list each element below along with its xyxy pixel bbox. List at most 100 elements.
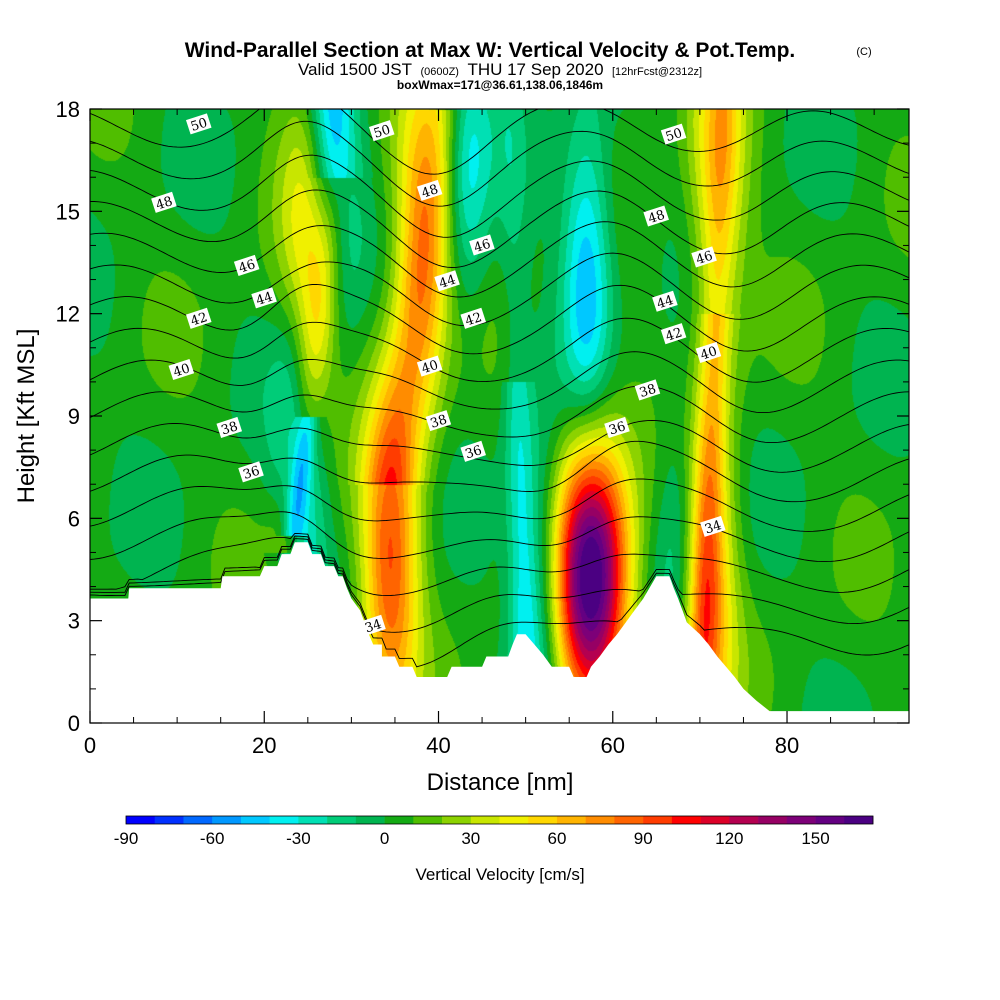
theta-label-box: [185, 307, 212, 329]
theta-contour: [90, 511, 909, 563]
colorbar-swatch: [585, 816, 615, 824]
colorbar-swatch: [528, 816, 558, 824]
y-axis-title: Height [Kft MSL]: [13, 329, 40, 504]
theta-contour: [90, 317, 909, 383]
colorbar-tick-label: -90: [114, 829, 139, 848]
terrain-mask: [90, 542, 909, 723]
theta-label: 48: [646, 208, 666, 227]
theta-label: 40: [420, 358, 440, 377]
theta-contour: [90, 252, 909, 327]
theta-label: 44: [655, 293, 675, 312]
colorbar-tick-label: 90: [634, 829, 653, 848]
theta-label-box: [168, 358, 195, 381]
theta-label-box: [460, 440, 486, 462]
colorbar-swatch: [499, 816, 529, 824]
x-tick-label: 0: [84, 733, 96, 758]
theta-label: 46: [472, 237, 492, 256]
theta-label: 40: [699, 344, 719, 363]
x-tick-label: 40: [426, 733, 450, 758]
theta-label-box: [695, 341, 722, 363]
colorbar-swatch: [729, 816, 759, 824]
colorbar-swatch: [556, 816, 586, 824]
theta-label-box: [425, 410, 452, 432]
colorbar-swatch: [700, 816, 730, 824]
y-tick-label: 12: [56, 302, 80, 327]
colorbar-swatch: [413, 816, 443, 824]
theta-label-box: [469, 234, 495, 256]
colorbar-swatch: [269, 816, 299, 824]
theta-contour: [90, 440, 909, 503]
theta-label: 40: [172, 361, 192, 380]
colorbar-tick-label: -60: [200, 829, 225, 848]
x-tick-label: 80: [775, 733, 799, 758]
theta-label: 36: [463, 443, 483, 462]
colorbar-swatch: [298, 816, 328, 824]
theta-label: 34: [363, 617, 383, 636]
colorbar-swatch: [758, 816, 788, 824]
theta-label-box: [416, 179, 443, 201]
theta-label: 46: [237, 257, 257, 276]
theta-contour: [90, 535, 909, 633]
theta-label: 42: [463, 310, 483, 329]
y-tick-label: 0: [68, 711, 80, 736]
theta-contour: [90, 154, 909, 238]
colorbar-swatch: [786, 816, 816, 824]
colorbar-swatch: [355, 816, 385, 824]
x-tick-label: 20: [252, 733, 276, 758]
theta-label-box: [368, 120, 395, 142]
theta-label-box: [238, 461, 264, 483]
theta-contour: [90, 189, 909, 268]
colorbar-swatch: [327, 816, 357, 824]
theta-label-box: [185, 113, 212, 135]
theta-label-box: [660, 323, 687, 345]
terrain-shape: [90, 542, 909, 723]
copyright-mark: (C): [856, 46, 871, 58]
y-tick-label: 9: [68, 404, 80, 429]
x-tick-label: 60: [601, 733, 625, 758]
colorbar-title: Vertical Velocity [cm/s]: [415, 865, 584, 884]
contour-labels: 50 50 50 48 48 48 46 46 46 44 44 44 42 42 42 40 40 40 38 38…: [151, 113, 726, 636]
colorbar-swatch: [183, 816, 213, 824]
theta-label-box: [216, 416, 243, 438]
theta-contour: [90, 538, 909, 668]
colorbar-frame: [125, 815, 874, 825]
theta-contour: [90, 120, 909, 207]
theta-label-box: [434, 270, 460, 292]
colorbar-tick-label: 0: [380, 829, 389, 848]
chart-subtitle: Valid 1500 JST (0600Z) THU 17 Sep 2020 […: [298, 60, 702, 79]
theta-label: 44: [437, 273, 457, 292]
theta-label: 50: [189, 116, 209, 135]
theta-label: 50: [664, 126, 684, 145]
colorbar-tick-label: 30: [461, 829, 480, 848]
theta-contour: [90, 478, 909, 532]
theta-label-box: [151, 191, 177, 213]
theta-label-box: [634, 379, 661, 401]
theta-contour: [90, 351, 909, 414]
forecast-info: [12hrFcst@2312z]: [612, 66, 702, 78]
colorbar-swatch: [212, 816, 242, 824]
theta-label: 44: [254, 290, 274, 309]
theta-label-box: [691, 246, 717, 268]
chart-title: Wind-Parallel Section at Max W: Vertical…: [185, 39, 796, 62]
colorbar-swatch: [671, 816, 701, 824]
colorbar: -90 -60 -30 0 30 60 90 120 150: [114, 815, 874, 848]
theta-label-box: [652, 290, 678, 312]
theta-label-box: [643, 205, 669, 227]
y-tick-label: 18: [56, 97, 80, 122]
colorbar-swatch: [815, 816, 845, 824]
box-wmax-info: boxWmax=171@36.61,138.06,1846m: [397, 78, 603, 92]
y-tick-label: 3: [68, 609, 80, 634]
theta-label-box: [233, 254, 260, 276]
colorbar-swatch: [442, 816, 472, 824]
colorbar-tick-label: 150: [801, 829, 829, 848]
theta-label-box: [251, 287, 277, 309]
theta-label-box: [700, 515, 726, 537]
colorbar-swatch: [384, 816, 414, 824]
theta-contour: [90, 109, 909, 175]
colorbar-swatch: [643, 816, 673, 824]
theta-label: 42: [664, 325, 684, 344]
y-tick-label: 15: [56, 199, 80, 224]
theta-contour: [90, 283, 909, 355]
y-tick-label: 6: [68, 506, 80, 531]
